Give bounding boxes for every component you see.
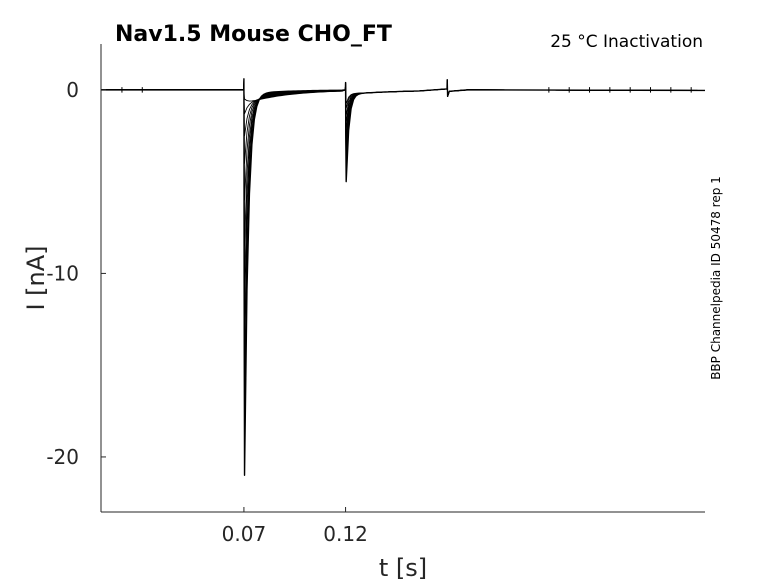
x-ticks: 0.07 0.12 bbox=[222, 507, 368, 546]
chart-subtitle: 25 °C Inactivation bbox=[550, 32, 703, 52]
x-tick-label: 0.07 bbox=[222, 522, 267, 546]
current-sweep bbox=[101, 79, 706, 137]
plot-area bbox=[101, 78, 706, 476]
current-sweep bbox=[101, 79, 706, 247]
current-sweep bbox=[101, 79, 706, 384]
current-sweep bbox=[101, 78, 706, 445]
current-sweep bbox=[101, 79, 706, 201]
x-axis-label: t [s] bbox=[379, 554, 427, 582]
current-sweep bbox=[101, 79, 706, 105]
current-sweep bbox=[101, 79, 706, 339]
current-sweep bbox=[101, 78, 706, 476]
y-ticks: 0 -10 -20 bbox=[46, 78, 106, 469]
y-axis-label: I [nA] bbox=[22, 245, 50, 310]
y-tick-label: 0 bbox=[66, 78, 79, 102]
current-sweep bbox=[101, 79, 706, 421]
side-note: BBP Channelpedia ID 50478 rep 1 bbox=[709, 176, 723, 380]
current-sweep bbox=[101, 79, 706, 293]
y-tick-label: -20 bbox=[46, 445, 79, 469]
chart-title: Nav1.5 Mouse CHO_FT bbox=[115, 22, 392, 47]
current-sweep bbox=[101, 79, 706, 115]
y-tick-label: -10 bbox=[46, 261, 79, 285]
current-sweep bbox=[101, 79, 706, 164]
x-tick-label: 0.12 bbox=[323, 522, 368, 546]
